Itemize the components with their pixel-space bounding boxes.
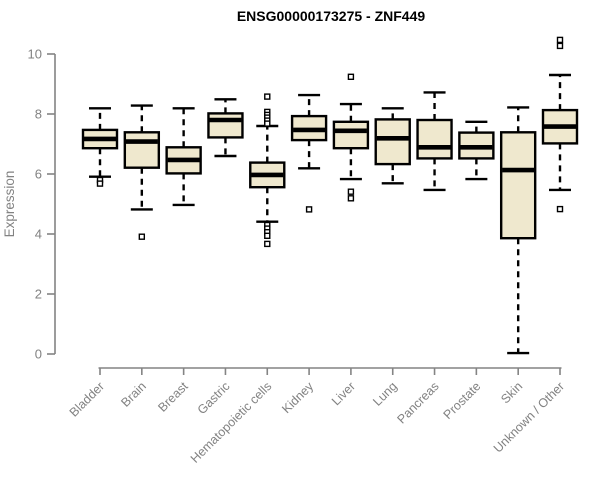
y-tick-label-2: 2 (35, 287, 42, 302)
boxplot-unknown-other (541, 36, 579, 213)
x-tick-label-hematopoietic-cells: Hematopoietic cells (188, 379, 275, 466)
outlier-point (138, 233, 146, 240)
boxplot-hematopoietic-cells (249, 93, 286, 248)
box (123, 131, 161, 169)
outlier-point (556, 36, 564, 44)
outlier-point (264, 232, 271, 240)
boxplot-gastric (207, 98, 244, 158)
y-tick-label-6: 6 (35, 167, 42, 182)
boxplot-pancreas (416, 91, 453, 192)
x-tick-label-pancreas: Pancreas (394, 379, 441, 426)
outlier-point (347, 73, 355, 81)
y-tick-label-10: 10 (28, 47, 42, 62)
box (499, 131, 537, 240)
outlier-point (264, 240, 271, 248)
y-tick-label-8: 8 (35, 107, 42, 122)
y-tick-label-4: 4 (35, 227, 42, 242)
outlier-point (264, 93, 271, 100)
boxplot-brain (123, 104, 161, 240)
y-tick-label-0: 0 (35, 347, 42, 362)
x-tick-label-brain: Brain (118, 379, 149, 410)
boxplot-bladder (81, 107, 119, 187)
x-tick-label-kidney: Kidney (279, 379, 316, 416)
chart-title: ENSG00000173275 - ZNF449 (237, 8, 426, 24)
boxplot-skin (499, 106, 537, 355)
outlier-point (264, 120, 271, 127)
x-tick-label-gastric: Gastric (195, 379, 233, 417)
boxplot-liver (332, 73, 370, 202)
box (416, 118, 453, 160)
x-tick-label-unknown-other: Unknown / Other (491, 379, 567, 455)
x-tick-label-lung: Lung (370, 379, 400, 409)
outlier-point (305, 206, 313, 213)
boxplot-kidney (290, 93, 328, 213)
x-tick-label-prostate: Prostate (441, 379, 484, 422)
x-tick-label-bladder: Bladder (67, 379, 107, 419)
outlier-point (96, 180, 104, 187)
boxplots-group (81, 36, 579, 355)
boxplot-breast (165, 107, 202, 207)
box (207, 112, 244, 139)
outlier-point (347, 188, 355, 195)
boxplot-prostate (458, 120, 495, 181)
y-axis-title: Expression (2, 171, 17, 238)
outlier-point (556, 42, 564, 50)
box (332, 120, 370, 150)
x-tick-label-breast: Breast (155, 379, 191, 415)
x-tick-label-liver: Liver (329, 379, 358, 408)
outlier-point (556, 205, 564, 213)
x-tick-label-skin: Skin (498, 379, 525, 406)
box (374, 118, 411, 166)
outlier-point (347, 195, 355, 202)
boxplot-lung (374, 107, 411, 185)
